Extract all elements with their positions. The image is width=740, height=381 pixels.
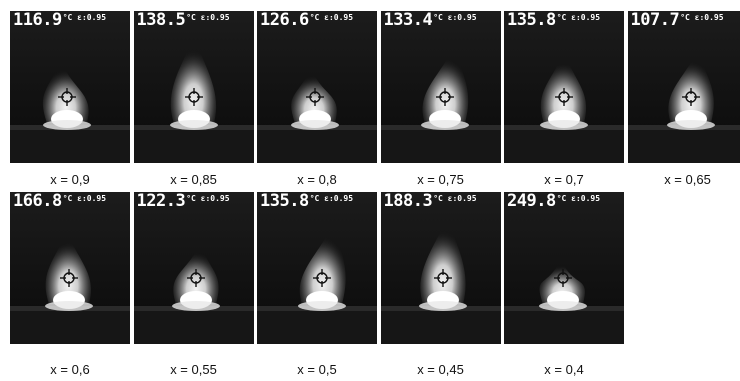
temperature-value: 133.4 [383, 11, 433, 30]
temperature-readout: 126.6°C ε:0.95 [260, 11, 353, 30]
crosshair-icon [184, 88, 203, 106]
temperature-unit-emissivity: °C ε:0.95 [433, 13, 477, 22]
temperature-value: 135.8 [260, 192, 309, 211]
thermal-image: 122.3°C ε:0.95 [133, 192, 254, 344]
mixture-fraction-caption: x = 0,7 [544, 172, 584, 187]
crosshair-icon [313, 269, 331, 287]
thermal-image: 133.4°C ε:0.95 [380, 11, 501, 163]
temperature-readout: 135.8°C ε:0.95 [260, 192, 353, 211]
temperature-readout: 135.8°C ε:0.95 [507, 11, 600, 30]
temperature-value: 166.8 [13, 192, 62, 211]
thermal-image: 135.8°C ε:0.95 [504, 11, 624, 163]
temperature-unit-emissivity: °C ε:0.95 [186, 194, 230, 203]
thermal-image: 107.7°C ε:0.95 [627, 11, 740, 163]
crosshair-icon [433, 269, 452, 287]
temperature-unit-emissivity: °C ε:0.95 [62, 194, 107, 203]
temperature-unit-emissivity: °C ε:0.95 [556, 13, 601, 22]
temperature-value: 135.8 [507, 11, 556, 30]
mixture-fraction-caption: x = 0,75 [417, 172, 464, 187]
flame-thermal-picture [133, 192, 254, 344]
flame-thermal-picture [10, 11, 130, 163]
thermal-image: 249.8°C ε:0.95 [504, 192, 624, 344]
mixture-fraction-caption: x = 0,6 [50, 362, 90, 377]
temperature-value: 138.5 [136, 11, 186, 30]
mixture-fraction-caption: x = 0,85 [170, 172, 217, 187]
temperature-unit-emissivity: °C ε:0.95 [309, 194, 354, 203]
crosshair-icon [58, 88, 76, 106]
crosshair-icon [554, 269, 572, 287]
temperature-unit-emissivity: °C ε:0.95 [186, 13, 230, 22]
temperature-readout: 122.3°C ε:0.95 [137, 192, 230, 211]
thermal-image: 188.3°C ε:0.95 [380, 192, 501, 344]
temperature-readout: 116.9°C ε:0.95 [13, 11, 106, 30]
temperature-readout: 133.4°C ε:0.95 [384, 11, 477, 30]
temperature-readout: 188.3°C ε:0.95 [384, 192, 477, 211]
crosshair-icon [555, 88, 573, 106]
mixture-fraction-caption: x = 0,45 [417, 362, 464, 377]
flame-thermal-picture [504, 11, 624, 163]
mixture-fraction-caption: x = 0,9 [50, 172, 90, 187]
temperature-readout: 166.8°C ε:0.95 [13, 192, 106, 211]
temperature-unit-emissivity: °C ε:0.95 [62, 13, 107, 22]
temperature-unit-emissivity: °C ε:0.95 [680, 13, 724, 22]
flame-thermal-picture [257, 192, 377, 344]
crosshair-icon [306, 88, 324, 106]
mixture-fraction-caption: x = 0,55 [170, 362, 217, 377]
flame-thermal-picture [504, 192, 624, 344]
temperature-value: 107.7 [630, 11, 680, 30]
thermal-image: 135.8°C ε:0.95 [257, 192, 377, 344]
temperature-value: 116.9 [13, 11, 62, 30]
crosshair-icon [60, 269, 78, 287]
temperature-value: 188.3 [383, 192, 433, 211]
temperature-readout: 249.8°C ε:0.95 [507, 192, 600, 211]
temperature-readout: 107.7°C ε:0.95 [631, 11, 724, 30]
mixture-fraction-caption: x = 0,4 [544, 362, 584, 377]
temperature-readout: 138.5°C ε:0.95 [137, 11, 230, 30]
temperature-value: 249.8 [507, 192, 556, 211]
temperature-value: 122.3 [136, 192, 186, 211]
temperature-unit-emissivity: °C ε:0.95 [433, 194, 477, 203]
flame-thermal-picture [10, 192, 130, 344]
mixture-fraction-caption: x = 0,5 [297, 362, 337, 377]
thermal-image: 126.6°C ε:0.95 [257, 11, 377, 163]
mixture-fraction-caption: x = 0,65 [664, 172, 711, 187]
thermal-image: 138.5°C ε:0.95 [133, 11, 254, 163]
flame-thermal-picture [380, 192, 501, 344]
temperature-value: 126.6 [260, 11, 309, 30]
flame-thermal-picture [627, 11, 740, 163]
temperature-unit-emissivity: °C ε:0.95 [309, 13, 354, 22]
crosshair-icon [186, 269, 205, 287]
crosshair-icon [435, 88, 454, 106]
temperature-unit-emissivity: °C ε:0.95 [556, 194, 601, 203]
mixture-fraction-caption: x = 0,8 [297, 172, 337, 187]
flame-thermal-picture [257, 11, 377, 163]
thermal-image: 116.9°C ε:0.95 [10, 11, 130, 163]
flame-thermal-picture [380, 11, 501, 163]
flame-thermal-picture [133, 11, 254, 163]
crosshair-icon [681, 88, 700, 106]
thermal-image: 166.8°C ε:0.95 [10, 192, 130, 344]
